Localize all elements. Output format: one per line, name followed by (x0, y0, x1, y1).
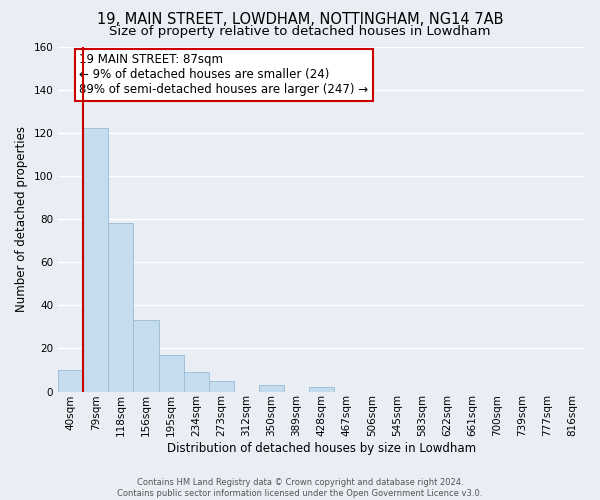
Text: 19, MAIN STREET, LOWDHAM, NOTTINGHAM, NG14 7AB: 19, MAIN STREET, LOWDHAM, NOTTINGHAM, NG… (97, 12, 503, 28)
Bar (309, 387, 334, 392)
Text: 19 MAIN STREET: 87sqm
← 9% of detached houses are smaller (24)
89% of semi-detac: 19 MAIN STREET: 87sqm ← 9% of detached h… (79, 54, 368, 96)
Bar (209, 381, 234, 392)
Text: Contains HM Land Registry data © Crown copyright and database right 2024.
Contai: Contains HM Land Registry data © Crown c… (118, 478, 482, 498)
Text: Size of property relative to detached houses in Lowdham: Size of property relative to detached ho… (109, 25, 491, 38)
Bar (58, 370, 83, 392)
Bar (83, 128, 109, 392)
Y-axis label: Number of detached properties: Number of detached properties (15, 126, 28, 312)
Bar (133, 320, 158, 392)
Bar (259, 385, 284, 392)
Bar (109, 224, 133, 392)
Bar (184, 372, 209, 392)
X-axis label: Distribution of detached houses by size in Lowdham: Distribution of detached houses by size … (167, 442, 476, 455)
Bar (158, 355, 184, 392)
